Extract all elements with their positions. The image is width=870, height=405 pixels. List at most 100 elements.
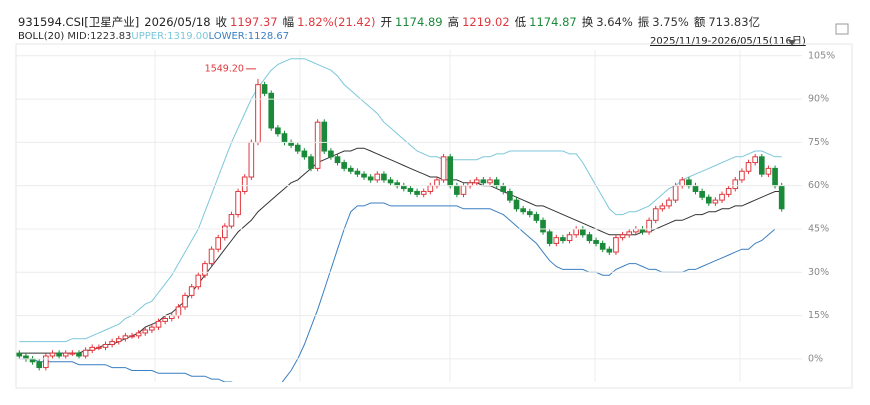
- candle-body: [772, 167, 778, 187]
- candle-body: [301, 150, 308, 158]
- candle-body: [82, 349, 89, 357]
- quote-label: 开: [380, 15, 393, 29]
- candle-body: [420, 190, 427, 195]
- quote-value: 1197.37: [230, 15, 278, 29]
- v-grid: [154, 50, 741, 382]
- candle-body: [586, 234, 593, 242]
- candle-body: [162, 317, 168, 322]
- band-line: [19, 202, 782, 382]
- candle-body: [765, 167, 772, 175]
- candle-body: [520, 208, 526, 213]
- candle-body: [553, 237, 560, 244]
- quote-value: 1219.02: [462, 15, 510, 29]
- candle-body: [732, 179, 739, 190]
- candle-body: [215, 237, 222, 250]
- candle-body: [294, 144, 301, 152]
- candle-body: [374, 173, 381, 181]
- y-tick-label: 90%: [808, 94, 829, 105]
- candle-body: [407, 188, 414, 192]
- y-tick-label: 60%: [808, 180, 829, 191]
- y-tick-label: 45%: [808, 223, 829, 234]
- candle-body: [739, 170, 745, 181]
- candle-body: [142, 329, 149, 334]
- candle-body: [255, 84, 261, 143]
- quote-value: 3.64%: [596, 15, 633, 29]
- candle-body: [566, 234, 573, 242]
- candle-body: [646, 219, 652, 233]
- band-line: [19, 147, 782, 354]
- legend-entry: LOWER:1128.67: [208, 31, 290, 42]
- y-tick-label: 0%: [808, 353, 823, 364]
- candle-body: [440, 156, 447, 181]
- y-tick-label: 75%: [808, 137, 829, 148]
- quote-label: 低: [514, 15, 527, 29]
- candle-body: [96, 346, 102, 349]
- candle-body: [719, 193, 725, 201]
- candle-body: [659, 205, 666, 210]
- candle-body: [427, 185, 434, 192]
- candle-body: [606, 248, 613, 253]
- candle-body: [540, 219, 546, 233]
- candle-body: [328, 150, 334, 158]
- candle-body: [619, 234, 626, 239]
- candle-body: [314, 121, 321, 169]
- candle-body: [672, 185, 679, 201]
- candle-body: [341, 162, 347, 169]
- candle-body: [500, 185, 507, 192]
- candle-body: [480, 179, 487, 184]
- candle-body: [507, 190, 513, 201]
- candle-body: [560, 237, 566, 242]
- candle-body: [626, 231, 633, 236]
- quote-label: 额: [693, 15, 706, 29]
- quote-label: 高: [447, 15, 460, 29]
- candle-body: [275, 127, 281, 135]
- legend-entry: MID:1223.83: [67, 31, 132, 42]
- candle-body: [208, 248, 215, 265]
- y-tick-label: 105%: [808, 50, 835, 61]
- candle-body: [16, 352, 23, 357]
- candle-body: [129, 335, 135, 338]
- candle-body: [122, 335, 129, 340]
- candle-body: [493, 179, 500, 187]
- candle-body: [447, 156, 454, 187]
- candle-body: [361, 173, 367, 178]
- candle-body: [487, 179, 493, 184]
- candle-body: [434, 179, 440, 187]
- candle-body: [175, 306, 182, 317]
- candle-body: [43, 355, 49, 369]
- legend-entry: UPPER:1319.00: [131, 31, 209, 42]
- quote-label: 幅: [282, 15, 295, 29]
- candle-body: [69, 352, 76, 355]
- candle-body: [546, 231, 553, 244]
- candle-body: [334, 156, 341, 164]
- quote-label: 振: [637, 15, 650, 29]
- plot: [16, 58, 785, 382]
- candle-body: [367, 176, 374, 181]
- candle-body: [533, 214, 540, 221]
- y-tick-label: 30%: [808, 267, 829, 278]
- candle-body: [454, 185, 460, 195]
- indicator: BOLL(20): [18, 31, 65, 42]
- date-range[interactable]: 2025/11/19-2026/05/15(116日): [650, 36, 806, 47]
- quote-value: 1.82%(21.42): [297, 15, 376, 29]
- candle-body: [268, 92, 275, 129]
- candle-body: [692, 185, 699, 192]
- candle-body: [149, 326, 155, 331]
- candle-body: [102, 343, 109, 348]
- candle-body: [228, 214, 235, 227]
- quote-value: 1174.87: [529, 15, 577, 29]
- candle-body: [593, 240, 599, 244]
- candle-body: [712, 199, 719, 204]
- candle-body: [699, 190, 705, 198]
- candle-body: [778, 185, 785, 210]
- candle-body: [235, 190, 241, 216]
- candle-body: [613, 237, 619, 253]
- candle-body: [321, 121, 328, 152]
- candle-body: [308, 156, 314, 169]
- high-annotation: 1549.20: [205, 63, 244, 74]
- candle-body: [473, 179, 480, 184]
- settings-icon[interactable]: [835, 23, 849, 35]
- dropdown-icon[interactable]: [788, 40, 796, 46]
